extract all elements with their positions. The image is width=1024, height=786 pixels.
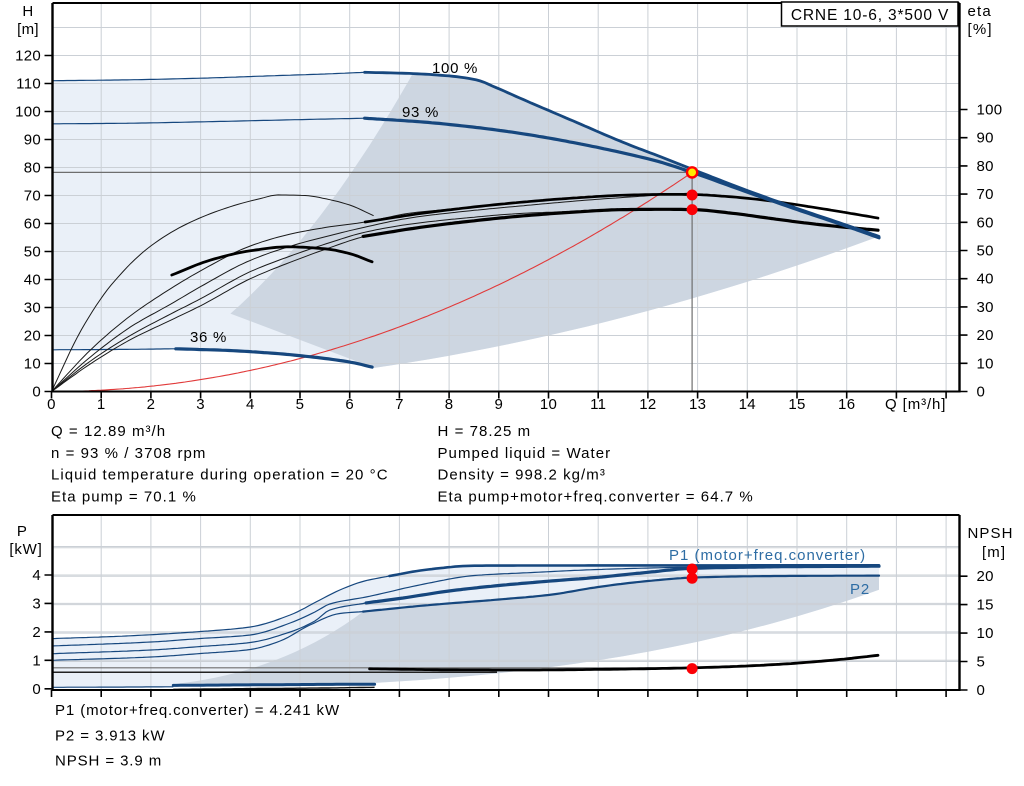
svg-text:3: 3 (196, 396, 205, 413)
svg-text:10: 10 (977, 355, 994, 372)
svg-text:10: 10 (977, 625, 994, 642)
svg-text:1: 1 (97, 396, 106, 413)
svg-text:16: 16 (838, 396, 855, 413)
svg-text:4: 4 (246, 396, 255, 413)
svg-text:36 %: 36 % (190, 329, 227, 346)
svg-text:30: 30 (24, 300, 41, 317)
svg-text:P1 (motor+freq.converter): P1 (motor+freq.converter) (669, 547, 866, 564)
svg-text:eta: eta (968, 3, 992, 20)
svg-text:60: 60 (977, 214, 994, 231)
svg-text:CRNE 10-6, 3*500 V: CRNE 10-6, 3*500 V (791, 7, 949, 24)
svg-text:3: 3 (32, 595, 41, 612)
svg-text:5: 5 (977, 654, 986, 671)
svg-text:120: 120 (15, 48, 41, 65)
svg-text:Liquid temperature during oper: Liquid temperature during operation = 20… (51, 467, 389, 484)
svg-text:50: 50 (977, 243, 994, 260)
svg-text:0: 0 (977, 682, 986, 699)
svg-text:80: 80 (977, 158, 994, 175)
svg-text:90: 90 (24, 132, 41, 149)
svg-text:10: 10 (24, 356, 41, 373)
svg-text:NPSH = 3.9 m: NPSH = 3.9 m (55, 753, 162, 770)
svg-text:H = 78.25 m: H = 78.25 m (438, 423, 532, 440)
svg-text:H: H (22, 3, 33, 20)
svg-text:Eta pump = 70.1 %: Eta pump = 70.1 % (51, 488, 197, 505)
svg-text:P2: P2 (850, 581, 870, 598)
svg-text:70: 70 (977, 186, 994, 203)
svg-text:0: 0 (32, 681, 41, 698)
svg-text:NPSH: NPSH (968, 525, 1014, 542)
svg-text:Q = 12.89 m³/h: Q = 12.89 m³/h (51, 423, 166, 440)
svg-text:13: 13 (689, 396, 706, 413)
svg-text:100 %: 100 % (432, 60, 478, 77)
svg-text:11: 11 (590, 396, 606, 413)
svg-text:40: 40 (24, 272, 41, 289)
svg-text:20: 20 (977, 568, 994, 585)
svg-text:Q [m³/h]: Q [m³/h] (885, 396, 946, 413)
svg-text:7: 7 (395, 396, 404, 413)
svg-text:30: 30 (977, 299, 994, 316)
svg-text:50: 50 (24, 244, 41, 261)
svg-text:[%]: [%] (968, 21, 993, 38)
svg-text:10: 10 (540, 396, 557, 413)
svg-text:[m]: [m] (982, 544, 1006, 561)
svg-text:P1 (motor+freq.converter) = 4.: P1 (motor+freq.converter) = 4.241 kW (55, 702, 340, 719)
svg-text:P: P (17, 523, 27, 540)
svg-text:70: 70 (24, 188, 41, 205)
svg-text:15: 15 (788, 396, 805, 413)
svg-text:4: 4 (32, 567, 41, 584)
svg-text:Pumped liquid = Water: Pumped liquid = Water (438, 445, 612, 462)
svg-text:14: 14 (739, 396, 756, 413)
svg-text:20: 20 (24, 328, 41, 345)
svg-text:Eta pump+motor+freq.converter: Eta pump+motor+freq.converter = 64.7 % (438, 488, 754, 505)
svg-text:Density = 998.2 kg/m³: Density = 998.2 kg/m³ (438, 467, 606, 484)
svg-text:0: 0 (32, 384, 41, 401)
svg-text:5: 5 (296, 396, 305, 413)
svg-text:2: 2 (32, 624, 41, 641)
svg-text:60: 60 (24, 216, 41, 233)
svg-text:[kW]: [kW] (9, 541, 42, 558)
svg-text:6: 6 (345, 396, 354, 413)
svg-text:15: 15 (977, 597, 994, 614)
svg-text:12: 12 (639, 396, 656, 413)
svg-text:100: 100 (15, 104, 41, 121)
svg-text:90: 90 (977, 130, 994, 147)
svg-text:0: 0 (47, 396, 56, 413)
svg-text:93 %: 93 % (402, 104, 439, 121)
svg-text:[m]: [m] (17, 21, 39, 38)
svg-text:1: 1 (32, 652, 41, 669)
svg-text:0: 0 (977, 384, 986, 401)
svg-text:20: 20 (977, 327, 994, 344)
svg-text:9: 9 (494, 396, 503, 413)
svg-text:8: 8 (445, 396, 454, 413)
svg-text:2: 2 (147, 396, 156, 413)
svg-text:n = 93 % / 3708 rpm: n = 93 % / 3708 rpm (51, 445, 206, 462)
svg-text:P2 = 3.913 kW: P2 = 3.913 kW (55, 727, 166, 744)
svg-text:80: 80 (24, 160, 41, 177)
svg-text:100: 100 (977, 102, 1003, 119)
svg-text:110: 110 (16, 76, 41, 93)
svg-text:40: 40 (977, 271, 994, 288)
